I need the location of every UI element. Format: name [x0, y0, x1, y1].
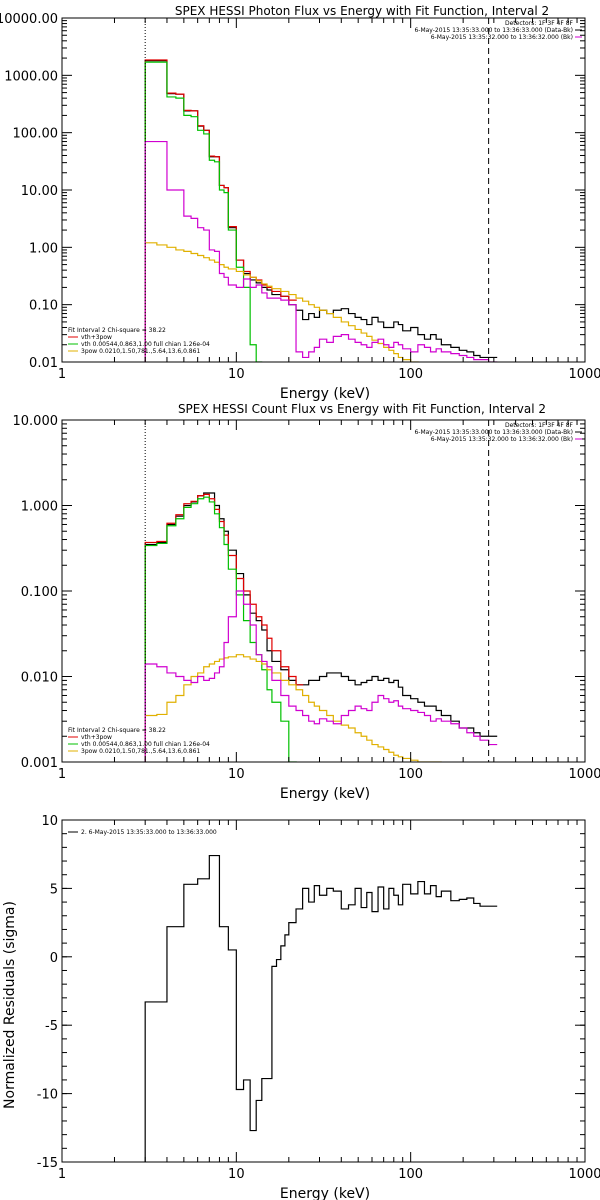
- series-residuals: [144, 854, 498, 1162]
- y-tick-label: -10: [37, 1088, 58, 1103]
- x-tick-label: 10: [228, 767, 245, 782]
- photon-flux-panel: SPEX HESSI Photon Flux vs Energy with Fi…: [0, 4, 600, 402]
- series-vth: [144, 61, 263, 362]
- y-tick-label: 1000.00: [4, 69, 58, 84]
- photon-flux-title: SPEX HESSI Photon Flux vs Energy with Fi…: [175, 4, 549, 18]
- header-right-entry: 6-May-2015 13:35:33.000 to 13:36:33.000 …: [414, 27, 573, 34]
- series-group: [144, 854, 498, 1162]
- series-bk: [144, 140, 498, 362]
- legend-entry: Fit Interval 2 Chi-square = 38.22: [68, 727, 166, 734]
- x-tick-label: 1000: [568, 367, 600, 382]
- y-tick-label: 0.01: [29, 356, 58, 371]
- y-tick-label: 10: [41, 814, 58, 829]
- photon-flux-plot: 1 10 100 1000 0.01 0.10 1.00 10.00 100.00 1000.00…: [0, 12, 600, 382]
- y-tick-label: 1.00: [29, 241, 58, 256]
- count-flux-plot: 1 10 100 1000 0.001 0.010 0.100 1.000 10.000 Dete…: [13, 414, 600, 782]
- x-tick-label: 1: [58, 1167, 66, 1182]
- residuals-xlabel: Energy (keV): [280, 1186, 370, 1200]
- y-tick-label: 100.00: [13, 127, 59, 142]
- count-flux-panel: SPEX HESSI Count Flux vs Energy with Fit…: [13, 402, 600, 802]
- legend-entry: vth+3pow: [81, 734, 112, 741]
- series-data-bk: [144, 492, 498, 762]
- series-vth: [144, 496, 297, 762]
- legend-entry: vth 0.00544,0.863,1.00 full chian 1.26e-…: [81, 741, 210, 748]
- legend-entry: 2. 6-May-2015 13:35:33.000 to 13:36:33.0…: [81, 829, 217, 836]
- header-right-entry: 6-May-2015 13:35:32.000 to 13:36:32.000 …: [431, 436, 573, 443]
- series-bk: [144, 590, 498, 762]
- x-tick-label: 1000: [568, 767, 600, 782]
- x-tick-label: 10: [228, 367, 245, 382]
- y-tick-label: 0: [50, 951, 58, 966]
- y-tick-label: 10.00: [21, 184, 58, 199]
- x-tick-label: 100: [398, 1167, 423, 1182]
- legend-entry: 3pow 0.0210,1.50,781.,5.64,13.6,0.861: [81, 748, 200, 755]
- series-vth+3pow: [144, 59, 297, 362]
- legend-entry: vth 0.00544,0.863,1.00 full chian 1.26e-…: [81, 341, 210, 348]
- header-right-entry: Detectors: 1F 3F 4F 8F: [505, 20, 574, 27]
- header-right-entry: Detectors: 1F 3F 4F 8F: [505, 422, 574, 429]
- series-3pow: [144, 654, 442, 762]
- series-group: [144, 59, 498, 362]
- y-tick-label: -5: [45, 1019, 58, 1034]
- x-tick-label: 100: [398, 767, 423, 782]
- x-tick-label: 1000: [568, 1167, 600, 1182]
- legend-entry: vth+3pow: [81, 334, 112, 341]
- x-tick-label: 1: [58, 367, 66, 382]
- series-group: [144, 492, 498, 762]
- axes-frame: [61, 819, 586, 1163]
- header-right-entry: 6-May-2015 13:35:33.000 to 13:36:33.000 …: [414, 429, 573, 436]
- y-tick-label: 5: [50, 882, 58, 897]
- x-tick-label: 1: [58, 767, 66, 782]
- residuals-plot: 1 10 100 1000 -15 -10 -5 0 5 10 2. 6-May-2015 13:3…: [37, 814, 600, 1182]
- y-tick-label: 10.000: [13, 414, 59, 429]
- count-flux-title: SPEX HESSI Count Flux vs Energy with Fit…: [178, 402, 546, 416]
- legend-entry: 3pow 0.0210,1.50,781.,5.64,13.6,0.861: [81, 348, 200, 355]
- y-tick-label: 10000.00: [0, 12, 58, 27]
- legend-entry: Fit Interval 2 Chi-square = 38.22: [68, 327, 166, 334]
- count-flux-xlabel: Energy (keV): [280, 786, 370, 802]
- x-tick-label: 10: [228, 1167, 245, 1182]
- y-tick-label: 0.100: [21, 585, 58, 600]
- y-tick-label: 0.001: [21, 756, 58, 771]
- y-tick-label: 1.000: [21, 500, 58, 515]
- y-tick-label: 0.010: [21, 671, 58, 686]
- y-tick-label: 0.10: [29, 299, 58, 314]
- header-right-entry: 6-May-2015 13:35:32.000 to 13:36:32.000 …: [431, 34, 573, 41]
- x-tick-label: 100: [398, 367, 423, 382]
- residuals-ylabel: Normalized Residuals (sigma): [2, 901, 18, 1109]
- photon-flux-xlabel: Energy (keV): [280, 386, 370, 402]
- y-tick-label: -15: [37, 1156, 58, 1171]
- residuals-panel: Energy (keV) Normalized Residuals (sigma…: [2, 814, 600, 1200]
